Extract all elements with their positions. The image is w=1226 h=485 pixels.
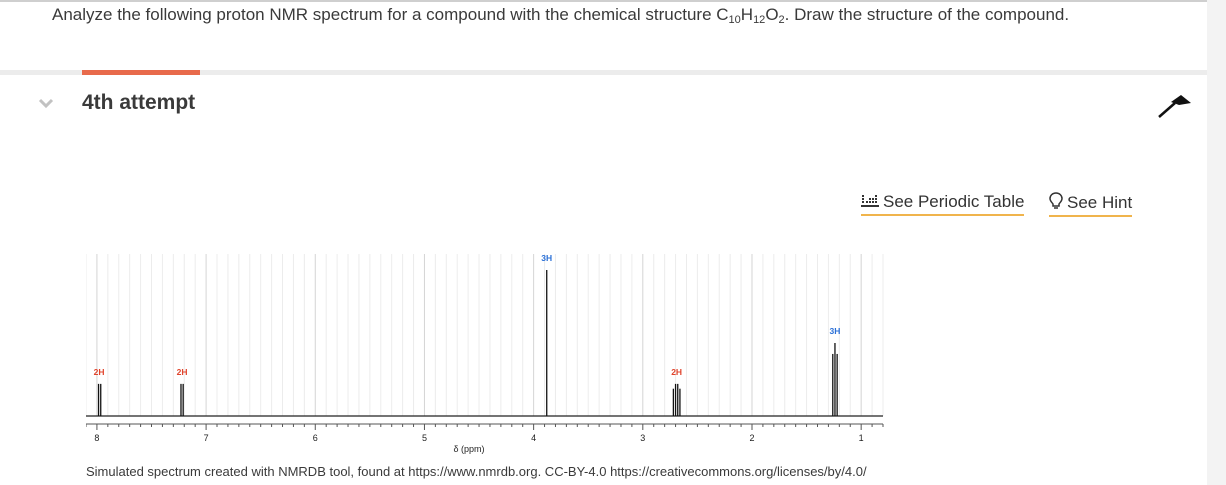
pin-icon[interactable] — [1157, 93, 1193, 121]
x-tick-label: 6 — [313, 433, 318, 443]
chevron-down-icon[interactable] — [38, 96, 54, 114]
peak-integration-label: 3H — [830, 326, 841, 336]
see-hint-link[interactable]: See Hint — [1049, 192, 1133, 217]
x-tick-label: 7 — [204, 433, 209, 443]
x-axis-label: δ (ppm) — [453, 444, 484, 454]
attribution-text: Simulated spectrum created with NMRDB to… — [86, 464, 867, 479]
section-divider — [0, 70, 1207, 75]
x-tick-label: 4 — [531, 433, 536, 443]
attempt-accent-bar — [82, 70, 200, 75]
attempt-title: 4th attempt — [82, 91, 196, 114]
x-tick-label: 5 — [422, 433, 427, 443]
x-tick-label: 1 — [859, 433, 864, 443]
see-periodic-table-link[interactable]: See Periodic Table — [861, 192, 1025, 216]
question-text: Analyze the following proton NMR spectru… — [52, 5, 1070, 26]
lightbulb-icon — [1049, 192, 1063, 209]
periodic-table-icon — [861, 195, 879, 207]
periodic-table-label: See Periodic Table — [883, 192, 1025, 211]
peak-integration-label: 2H — [94, 367, 105, 377]
hint-label: See Hint — [1067, 193, 1133, 212]
x-tick-label: 3 — [640, 433, 645, 443]
nmr-spectrum-chart: 8 7 6 5 4 3 2 1 δ (ppm) 2H 2H 3H 2H 3H — [86, 253, 884, 454]
peak-integration-label: 3H — [541, 253, 552, 263]
peak-integration-label: 2H — [177, 367, 188, 377]
scroll-gutter[interactable] — [1207, 0, 1226, 485]
top-border — [0, 0, 1226, 2]
peak-integration-label: 2H — [671, 367, 682, 377]
x-tick-label: 8 — [94, 433, 99, 443]
x-tick-label: 2 — [749, 433, 754, 443]
